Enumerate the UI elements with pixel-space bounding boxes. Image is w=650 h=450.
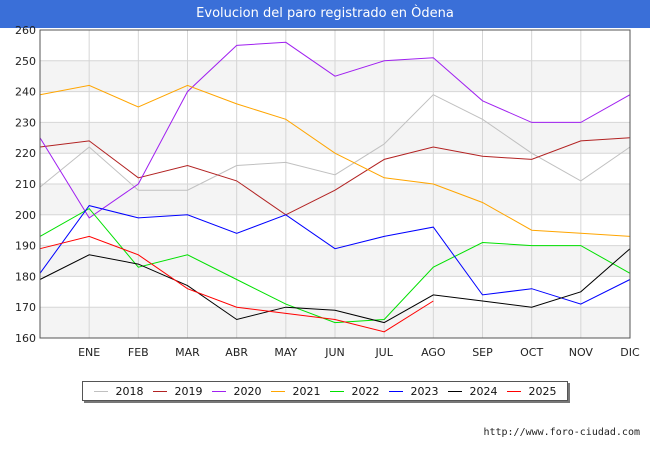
legend-swatch <box>329 390 344 392</box>
series-line-2020 <box>39 41 631 219</box>
legend-swatch <box>447 390 462 392</box>
source-url: http://www.foro-ciudad.com <box>483 427 640 438</box>
y-tick-label: 180 <box>15 270 36 283</box>
x-tick-label: SEP <box>472 346 493 359</box>
legend-item-2018: 2018 <box>93 384 144 398</box>
legend-item-2020: 2020 <box>211 384 262 398</box>
y-tick-label: 240 <box>15 86 36 99</box>
legend-label: 2019 <box>174 384 203 398</box>
x-tick-label: AGO <box>421 346 446 359</box>
legend-swatch <box>270 390 285 392</box>
series-lines <box>39 41 631 333</box>
x-tick-label: JUL <box>374 346 393 359</box>
legend: 2018 2019 2020 2021 2022 2023 2024 2025 <box>82 381 568 401</box>
y-tick-label: 250 <box>15 55 36 68</box>
x-tick-label: JUN <box>324 346 345 359</box>
legend-item-2024: 2024 <box>447 384 498 398</box>
x-axis-ticks: ENE FEB MAR ABR MAY JUN JUL AGO SEP OCT NOV DIC <box>78 346 640 359</box>
legend-label: 2022 <box>351 384 380 398</box>
series-line-2023 <box>39 205 631 305</box>
x-tick-label: ENE <box>78 346 100 359</box>
legend-swatch <box>506 390 521 392</box>
legend-item-2019: 2019 <box>152 384 203 398</box>
series-line-2025 <box>39 235 434 333</box>
legend-swatch <box>388 390 403 392</box>
x-tick-label: OCT <box>520 346 543 359</box>
y-tick-label: 160 <box>15 332 36 345</box>
legend-label: 2023 <box>410 384 439 398</box>
legend-swatch <box>152 390 167 392</box>
legend-label: 2025 <box>528 384 557 398</box>
y-tick-label: 200 <box>15 209 36 222</box>
y-axis-ticks: 160 170 180 190 200 210 220 230 240 250 260 <box>15 24 36 345</box>
x-tick-label: MAR <box>175 346 200 359</box>
x-tick-label: FEB <box>128 346 149 359</box>
y-tick-label: 230 <box>15 116 36 129</box>
legend-swatch <box>93 390 108 392</box>
series-line-2022 <box>39 207 631 324</box>
y-tick-label: 190 <box>15 240 36 253</box>
y-tick-label: 210 <box>15 178 36 191</box>
legend-swatch <box>211 390 226 392</box>
plot-frame <box>39 29 631 339</box>
series-line-2019 <box>39 137 631 216</box>
legend-item-2022: 2022 <box>329 384 380 398</box>
x-tick-label: NOV <box>569 346 594 359</box>
legend-label: 2020 <box>233 384 262 398</box>
chart-title: Evolucion del paro registrado en Òdena <box>0 0 650 28</box>
series-line-2018 <box>39 94 631 191</box>
legend-label: 2024 <box>469 384 498 398</box>
x-tick-label: DIC <box>620 346 640 359</box>
x-tick-label: ABR <box>225 346 248 359</box>
legend-item-2021: 2021 <box>270 384 321 398</box>
legend-label: 2021 <box>292 384 321 398</box>
legend-label: 2018 <box>115 384 144 398</box>
series-line-2024 <box>39 248 631 324</box>
series-line-2021 <box>39 84 631 237</box>
legend-item-2025: 2025 <box>506 384 557 398</box>
y-tick-label: 220 <box>15 147 36 160</box>
y-tick-label: 170 <box>15 301 36 314</box>
y-tick-label: 260 <box>15 24 36 37</box>
x-tick-label: MAY <box>274 346 297 359</box>
legend-item-2023: 2023 <box>388 384 439 398</box>
